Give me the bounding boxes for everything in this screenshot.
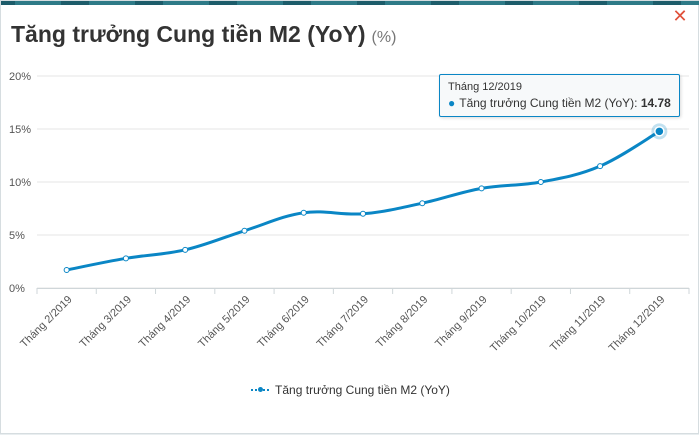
top-strip bbox=[1, 1, 699, 5]
data-point bbox=[122, 255, 129, 262]
tooltip-series: Tăng trưởng Cung tiền M2 (YoY): bbox=[459, 96, 638, 110]
x-tick-label: Tháng 3/2019 bbox=[78, 294, 134, 350]
chart-unit: (%) bbox=[371, 29, 397, 46]
data-point bbox=[300, 209, 307, 216]
legend: Tăng trưởng Cung tiền M2 (YoY) bbox=[1, 383, 699, 397]
x-tick-label: Tháng 8/2019 bbox=[374, 294, 430, 350]
data-point bbox=[182, 246, 189, 253]
chart-title-text: Tăng trưởng Cung tiền M2 (YoY) bbox=[11, 21, 366, 47]
data-point bbox=[419, 200, 426, 207]
data-point bbox=[478, 185, 485, 192]
legend-item[interactable]: Tăng trưởng Cung tiền M2 (YoY) bbox=[251, 383, 450, 397]
x-tick-label: Tháng 12/2019 bbox=[607, 294, 668, 355]
close-icon[interactable]: ✕ bbox=[672, 6, 688, 27]
y-tick-label: 0% bbox=[9, 283, 25, 295]
x-tick-label: Tháng 4/2019 bbox=[137, 294, 193, 350]
x-tick-label: Tháng 9/2019 bbox=[433, 294, 489, 350]
x-tick-label: Tháng 2/2019 bbox=[18, 294, 74, 350]
y-tick-label: 20% bbox=[9, 71, 31, 83]
tooltip: Tháng 12/2019 ● Tăng trưởng Cung tiền M2 … bbox=[439, 74, 680, 117]
y-tick-label: 10% bbox=[9, 177, 31, 189]
data-point bbox=[360, 210, 366, 217]
tooltip-value: 14.78 bbox=[640, 96, 671, 110]
tooltip-dot-icon: ● bbox=[448, 96, 456, 110]
data-point bbox=[654, 126, 665, 137]
data-point bbox=[241, 227, 248, 234]
chart-title: Tăng trưởng Cung tiền M2 (YoY) (%) bbox=[11, 21, 396, 48]
legend-label: Tăng trưởng Cung tiền M2 (YoY) bbox=[275, 383, 450, 397]
x-tick-label: Tháng 6/2019 bbox=[255, 294, 311, 350]
x-tick-label: Tháng 10/2019 bbox=[488, 294, 549, 355]
tooltip-header: Tháng 12/2019 bbox=[448, 81, 523, 93]
tooltip-row: ● Tăng trưởng Cung tiền M2 (YoY): 14.78 bbox=[448, 96, 671, 110]
data-point bbox=[597, 163, 604, 170]
x-tick-label: Tháng 7/2019 bbox=[315, 294, 371, 350]
x-tick-label: Tháng 5/2019 bbox=[196, 294, 252, 350]
legend-line-marker-icon bbox=[251, 386, 270, 394]
x-tick-label: Tháng 11/2019 bbox=[548, 294, 608, 354]
series-line bbox=[65, 129, 661, 272]
data-point bbox=[63, 266, 70, 273]
y-tick-label: 15% bbox=[9, 124, 31, 136]
y-tick-label: 5% bbox=[9, 230, 25, 242]
data-point bbox=[537, 179, 544, 185]
